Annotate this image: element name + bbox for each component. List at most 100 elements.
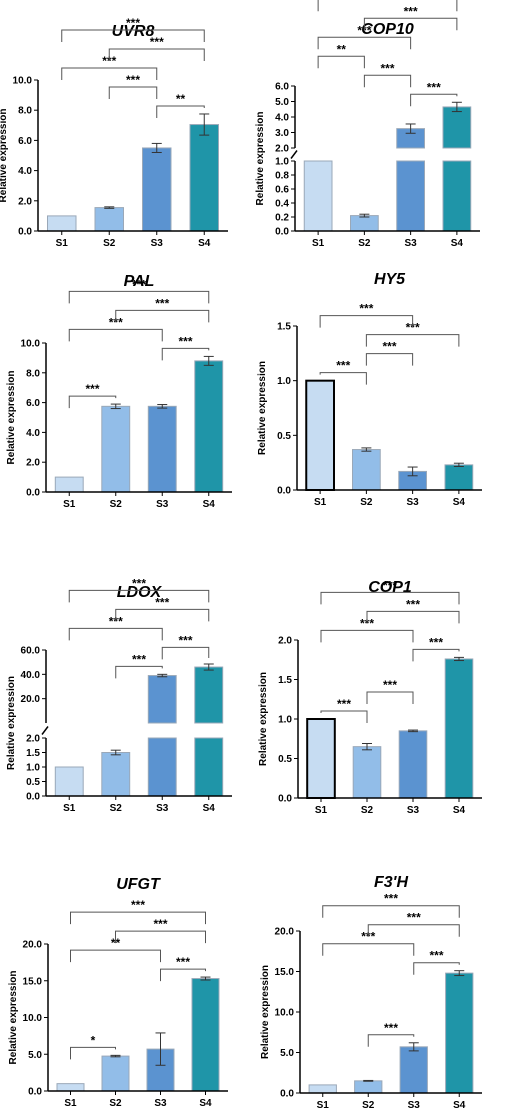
y-tick-label: 1.5: [277, 322, 291, 333]
y-tick-label: 0.5: [278, 754, 292, 765]
bar: [147, 405, 177, 493]
x-tick-label: S3: [154, 1098, 167, 1109]
y-axis-title: Relative expression: [6, 371, 17, 465]
significance-bracket: [61, 67, 158, 80]
bar: [442, 160, 472, 232]
y-axis-title: Relative expression: [255, 112, 266, 206]
significance-bracket: [319, 372, 367, 385]
y-tick-label: 15.0: [275, 967, 295, 978]
x-tick-label: S3: [405, 238, 418, 249]
bar: [101, 1055, 130, 1092]
significance-label: ***: [126, 73, 140, 87]
y-tick-label: 15.0: [23, 976, 43, 987]
bar: [444, 464, 474, 491]
y-tick-label: 0.0: [280, 1089, 294, 1100]
chart-panel-2: PAL Relative expression S1 S2 S3 S4 0.0 2.0 4.0 6…: [6, 273, 232, 510]
significance-bracket: [108, 86, 158, 99]
significance-label: ***: [429, 635, 443, 649]
y-tick-label: 10.0: [13, 76, 33, 87]
y-tick-label: 6.0: [18, 136, 32, 147]
y-tick-label: 0.0: [18, 227, 32, 238]
significance-bracket: [115, 309, 210, 323]
y-tick-label: 10.0: [275, 1008, 295, 1019]
significance-label: ***: [384, 1021, 398, 1035]
y-tick-label: 2.0: [278, 636, 292, 647]
y-axis-title: Relative expression: [6, 676, 17, 770]
significance-bracket: [108, 48, 205, 61]
significance-label: ***: [132, 277, 146, 291]
bar: [442, 106, 472, 149]
significance-bracket: [412, 648, 460, 662]
significance-label: ***: [178, 633, 192, 647]
significance-label: ***: [85, 382, 99, 396]
y-tick-label: 0.5: [26, 777, 40, 788]
chart-panel-6: UFGT Relative expression S1 S2 S3 S4 0.0 5.0 10.…: [8, 876, 228, 1109]
chart-panel-5: COP1 Relative expression S1 S2 S3 S4 0.0 0.5 1.0…: [258, 578, 482, 816]
significance-label: ***: [178, 334, 192, 348]
chart-panel-4: LDOX Relative expression S1 S2 S3 S4 0.0 0.5 1.0…: [6, 576, 232, 814]
significance-bracket: [115, 930, 206, 944]
x-tick-label: S1: [63, 499, 76, 510]
x-tick-label: S1: [64, 1098, 77, 1109]
y-axis-title: Relative expression: [258, 672, 269, 766]
y-tick-label: 0.0: [26, 792, 40, 803]
bar: [54, 766, 84, 797]
significance-label: *: [91, 1033, 96, 1047]
significance-label: ***: [337, 697, 351, 711]
significance-label: ***: [383, 578, 397, 592]
significance-bracket: [365, 334, 460, 347]
chart-title: F3'H: [374, 874, 408, 891]
x-tick-label: S3: [156, 803, 169, 814]
y-tick-label: 20.0: [23, 940, 43, 951]
significance-bracket: [68, 328, 163, 342]
x-tick-label: S1: [314, 497, 327, 508]
significance-bracket: [70, 949, 161, 963]
x-tick-label: S4: [198, 238, 211, 249]
chart-title: COP10: [361, 21, 414, 38]
x-tick-label: S3: [151, 238, 164, 249]
x-tick-label: S4: [453, 1100, 466, 1110]
significance-bracket: [363, 74, 412, 88]
significance-label: ***: [384, 892, 398, 906]
significance-bracket: [319, 315, 414, 328]
y-tick-label: 1.5: [278, 675, 292, 686]
y-tick-label: 2.0: [26, 458, 40, 469]
significance-label: ***: [357, 23, 371, 37]
x-tick-label: S4: [203, 499, 216, 510]
y-axis-title: Relative expression: [8, 971, 19, 1065]
significance-label: **: [337, 42, 347, 56]
bar: [54, 476, 84, 493]
chart-panel-7: F3'H Relative expression S1 S2 S3 S4 0.0 5.0 10.…: [260, 874, 482, 1110]
y-tick-label: 0.4: [275, 199, 289, 210]
chart-panel-3: HY5 Relative expression S1 S2 S3 S4 0.0 0.5 1.0 1…: [257, 271, 482, 508]
bar: [306, 718, 336, 799]
significance-bracket: [320, 629, 414, 643]
x-tick-label: S4: [451, 238, 464, 249]
y-tick-label: 2.0: [26, 734, 40, 745]
significance-bracket: [68, 627, 163, 641]
x-tick-label: S4: [199, 1098, 212, 1109]
x-tick-label: S4: [203, 803, 216, 814]
x-tick-label: S3: [407, 805, 420, 816]
y-tick-label: 60.0: [21, 646, 41, 657]
x-tick-label: S2: [110, 803, 123, 814]
chart-title: PAL: [124, 273, 155, 290]
significance-bracket: [160, 968, 206, 982]
bar: [352, 746, 382, 799]
bar: [56, 1083, 85, 1092]
significance-bracket: [161, 347, 210, 361]
x-tick-label: S1: [317, 1100, 330, 1110]
x-tick-label: S1: [312, 238, 325, 249]
bar: [142, 147, 172, 232]
significance-label: ***: [359, 302, 373, 316]
y-tick-label: 40.0: [21, 670, 41, 681]
significance-bracket: [68, 395, 117, 409]
x-tick-label: S4: [453, 497, 466, 508]
x-tick-label: S2: [358, 238, 371, 249]
bar: [47, 215, 77, 232]
bar: [101, 752, 131, 797]
significance-bracket: [366, 691, 414, 704]
y-tick-label: 10.0: [21, 339, 41, 350]
y-tick-label: 1.0: [278, 715, 292, 726]
